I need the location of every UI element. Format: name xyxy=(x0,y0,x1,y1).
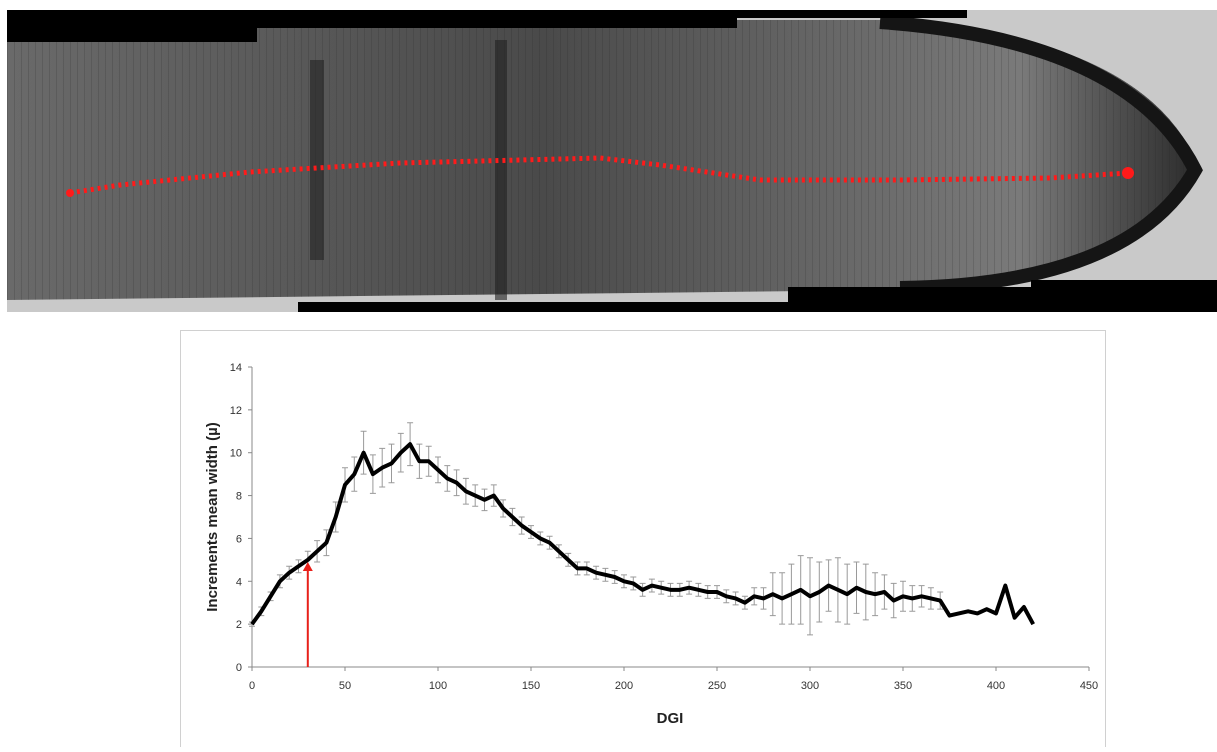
chart-frame xyxy=(180,330,1106,751)
x-tick-label: 0 xyxy=(249,680,255,692)
marker-arrow-head xyxy=(302,562,313,571)
growth-rings xyxy=(7,20,1200,300)
crack xyxy=(310,60,324,260)
y-axis-label: Increments mean width (µ) xyxy=(204,422,221,612)
y-tick-label: 14 xyxy=(230,362,242,374)
image-border xyxy=(257,10,737,28)
y-tick-label: 0 xyxy=(236,662,242,674)
image-border xyxy=(1031,280,1217,312)
transect-line xyxy=(69,155,1129,196)
y-tick-label: 2 xyxy=(236,619,242,631)
image-border xyxy=(737,10,967,18)
x-tick-label: 450 xyxy=(1080,680,1098,692)
y-tick-label: 10 xyxy=(230,448,242,460)
x-axis-label: DGI xyxy=(657,710,684,727)
data-line xyxy=(250,442,1035,626)
x-tick-label: 250 xyxy=(708,680,726,692)
y-tick-label: 8 xyxy=(236,491,242,503)
image-border xyxy=(7,10,257,42)
y-tick-label: 6 xyxy=(236,533,242,545)
transect-start xyxy=(66,189,74,197)
otolith-edge xyxy=(879,15,1203,295)
transect-end xyxy=(1122,167,1134,179)
plot-area: 0 2 4 6 8 10 12 14 0 50 100 150 200 250 300 350 400 450 xyxy=(230,362,1098,692)
image-border xyxy=(298,302,788,312)
x-tick-label: 100 xyxy=(429,680,447,692)
y-tick-label: 4 xyxy=(236,576,242,588)
x-tick-label: 300 xyxy=(801,680,819,692)
x-tick-label: 400 xyxy=(987,680,1005,692)
otolith-image xyxy=(7,10,1217,312)
x-tick-label: 150 xyxy=(522,680,540,692)
crack xyxy=(495,40,507,300)
image-border xyxy=(788,287,1031,312)
y-tick-label: 12 xyxy=(230,405,242,417)
x-tick-label: 50 xyxy=(339,680,351,692)
x-tick-label: 200 xyxy=(615,680,633,692)
x-tick-label: 350 xyxy=(894,680,912,692)
